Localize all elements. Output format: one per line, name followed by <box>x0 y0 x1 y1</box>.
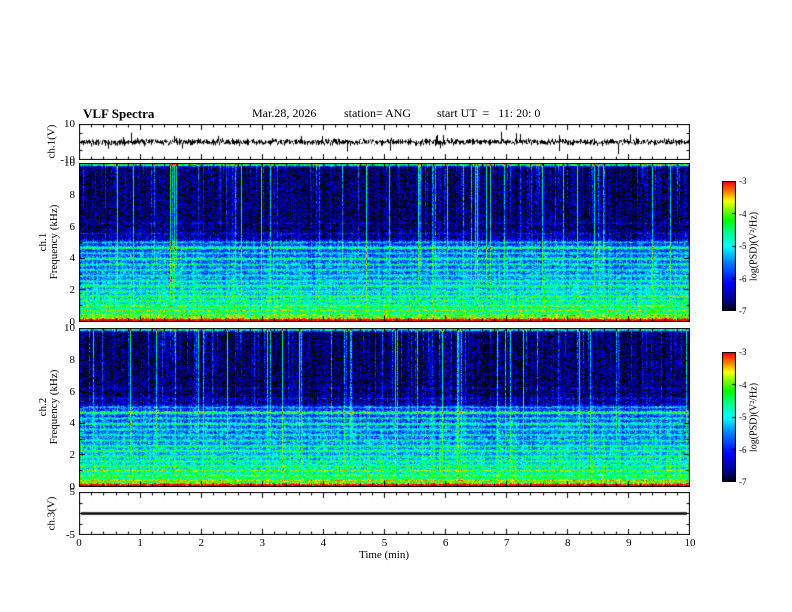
station-label: station= ANG <box>344 106 412 120</box>
date-label: Mar.28, 2026 <box>252 106 317 120</box>
x-tick-label: 8 <box>565 537 571 549</box>
colorbar-tick-label: -7 <box>739 477 747 487</box>
x-tick-label: 7 <box>503 537 510 549</box>
x-tick-label: 9 <box>626 537 632 549</box>
colorbar2-label: log(PSD)(V²/Hz) <box>748 382 760 453</box>
y-tick-label: 6 <box>69 220 76 233</box>
y-tick-label: 8 <box>69 188 76 201</box>
colorbar-tick-label: -6 <box>739 273 747 284</box>
y-tick-label: 5 <box>69 486 76 498</box>
colorbar-tick-label: -6 <box>739 444 747 455</box>
start-ut-label: start UT = 11: 20: 0 <box>437 106 541 120</box>
y-tick-label: 4 <box>69 252 76 265</box>
y-tick-label: 6 <box>69 385 76 398</box>
colorbar-tick-label: -5 <box>739 241 747 251</box>
y-tick-label: -5 <box>65 529 75 541</box>
x-axis-label: Time (min) <box>358 549 409 561</box>
ch2-colorbar <box>722 352 736 482</box>
x-tick-label: 3 <box>259 537 266 549</box>
y-tick-label: 10 <box>64 322 75 334</box>
x-tick-label: 1 <box>137 537 143 549</box>
x-tick-label: 10 <box>684 537 696 549</box>
y-tick-label: 10 <box>64 118 75 130</box>
y-tick-label: 2 <box>69 449 76 462</box>
y-tick-label: 10 <box>64 157 75 169</box>
y-tick-label: -10 <box>60 154 75 166</box>
y-tick-label: 8 <box>69 353 76 366</box>
ch2-spectrogram-plot <box>79 328 690 487</box>
colorbar-tick-label: -5 <box>739 412 747 422</box>
ch1-colorbar <box>722 181 736 311</box>
y-tick-label: 0 <box>69 481 76 493</box>
ch1-spectrogram-plot <box>79 163 690 322</box>
colorbar-tick-label: -4 <box>739 379 747 390</box>
y-tick-label: 0 <box>69 316 76 328</box>
ch1-waveform-plot <box>79 124 690 160</box>
colorbar-tick-label: -3 <box>739 347 747 357</box>
x-tick-label: 0 <box>76 537 82 549</box>
y-tick-label: 2 <box>69 284 76 297</box>
figure-title: VLF Spectra <box>83 106 155 121</box>
colorbar-tick-label: -3 <box>739 176 747 186</box>
x-tick-label: 6 <box>442 537 449 549</box>
x-tick-label: 4 <box>320 537 327 549</box>
colorbar-tick-label: -7 <box>739 306 747 316</box>
y-tick-label: 4 <box>69 417 76 430</box>
colorbar1-label: log(PSD)(V²/Hz) <box>748 211 760 282</box>
colorbar-tick-label: -4 <box>739 208 747 219</box>
x-tick-label: 5 <box>381 537 388 549</box>
ch3-waveform-plot <box>79 492 690 535</box>
x-tick-label: 2 <box>198 537 204 549</box>
